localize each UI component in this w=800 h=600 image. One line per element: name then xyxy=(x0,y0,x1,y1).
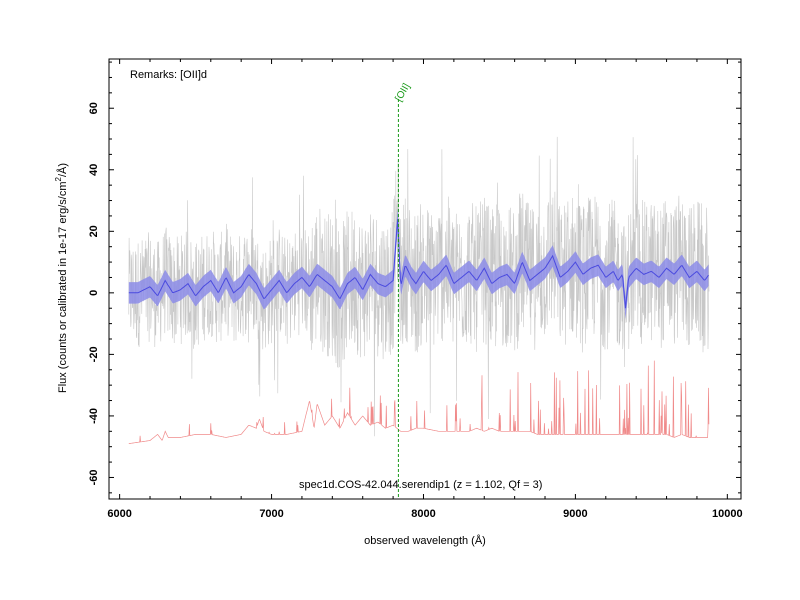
y-tick-label: 40 xyxy=(88,164,100,176)
spectrum-caption: spec1d.COS-42.044.serendip1 (z = 1.102, … xyxy=(299,479,542,491)
y-tick-label: 0 xyxy=(88,290,100,296)
y-axis-title: Flux (counts or calibrated in 1e-17 erg/… xyxy=(54,163,69,393)
y-tick-label: 20 xyxy=(88,225,100,237)
x-axis: 6000 7000 8000 9000 10000 xyxy=(107,59,743,520)
remarks-text: Remarks: [OII]d xyxy=(130,69,207,81)
x-tick-label: 6000 xyxy=(107,508,131,520)
sky-line xyxy=(128,360,710,444)
emission-line-label: [OII] xyxy=(393,82,412,104)
y-tick-label: -20 xyxy=(88,346,100,362)
x-tick-label: 10000 xyxy=(712,508,743,520)
x-tick-label: 9000 xyxy=(563,508,587,520)
x-tick-label: 8000 xyxy=(411,508,435,520)
y-axis-title-tail: /Å) xyxy=(56,163,69,177)
smoothed-error-band xyxy=(128,208,709,319)
y-tick-label: 60 xyxy=(88,102,100,114)
x-tick-label: 7000 xyxy=(259,508,283,520)
x-axis-title: observed wavelength (Å) xyxy=(364,534,486,547)
plot-frame xyxy=(108,58,742,500)
y-tick-label: -40 xyxy=(88,408,100,424)
smoothed-flux-series xyxy=(128,208,709,319)
y-axis: -60 -40 -20 0 20 40 60 xyxy=(88,61,741,494)
y-tick-label: -60 xyxy=(88,470,100,486)
y-axis-title-main: Flux (counts or calibrated in 1e-17 erg/… xyxy=(57,181,69,393)
smoothed-flux-line xyxy=(128,218,709,309)
data-layer xyxy=(128,99,710,499)
y-axis-title-superscript: 2 xyxy=(54,176,63,181)
sky-series xyxy=(128,360,710,444)
